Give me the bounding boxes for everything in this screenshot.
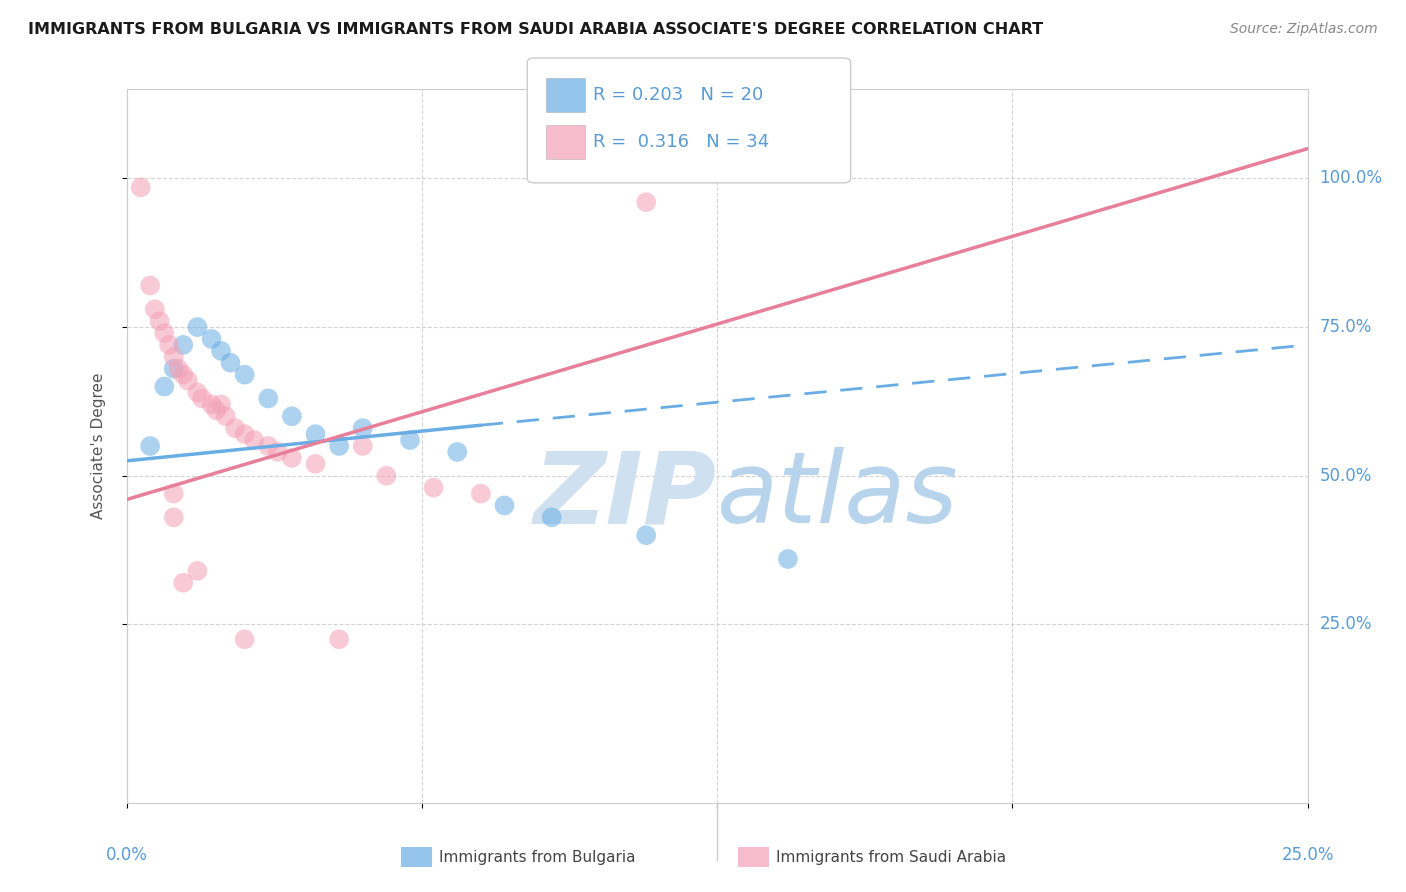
Point (209, 397, 232, 411)
Point (257, 392, 280, 406)
Point (352, 421, 374, 435)
Text: Immigrants from Saudi Arabia: Immigrants from Saudi Arabia (776, 850, 1007, 864)
Point (470, 486, 492, 500)
Point (177, 374, 200, 388)
Point (446, 445, 468, 459)
Point (205, 403, 228, 417)
Point (157, 338, 180, 352)
Point (304, 427, 326, 442)
Point (209, 343, 232, 358)
Point (167, 361, 190, 376)
Text: 75.0%: 75.0% (1319, 318, 1372, 336)
Point (153, 326, 176, 340)
Point (328, 439, 350, 453)
Text: 0.0%: 0.0% (105, 846, 148, 863)
Text: R =  0.316   N = 34: R = 0.316 N = 34 (593, 133, 769, 151)
Point (200, 332, 222, 346)
Point (375, 468, 398, 483)
Point (163, 486, 186, 500)
Point (172, 338, 194, 352)
Point (163, 510, 186, 524)
Text: IMMIGRANTS FROM BULGARIA VS IMMIGRANTS FROM SAUDI ARABIA ASSOCIATE'S DEGREE CORR: IMMIGRANTS FROM BULGARIA VS IMMIGRANTS F… (28, 22, 1043, 37)
Point (494, 499, 516, 513)
Point (233, 427, 256, 442)
Point (172, 575, 194, 590)
Point (186, 564, 208, 578)
Text: Immigrants from Bulgaria: Immigrants from Bulgaria (439, 850, 636, 864)
Text: atlas: atlas (717, 448, 959, 544)
Point (215, 409, 238, 424)
Point (153, 379, 176, 393)
Point (163, 350, 186, 364)
Point (139, 278, 162, 293)
Text: 50.0%: 50.0% (1319, 467, 1372, 484)
Point (540, 510, 562, 524)
Point (224, 421, 246, 435)
Point (219, 356, 242, 370)
Point (186, 320, 208, 334)
Text: ZIP: ZIP (534, 448, 717, 544)
Point (399, 433, 422, 447)
Point (328, 632, 350, 647)
Point (149, 314, 172, 328)
Point (129, 180, 152, 194)
Point (304, 457, 326, 471)
Text: Source: ZipAtlas.com: Source: ZipAtlas.com (1230, 22, 1378, 37)
Point (352, 439, 374, 453)
Point (233, 368, 256, 382)
Point (243, 433, 266, 447)
Text: 100.0%: 100.0% (1319, 169, 1382, 187)
Y-axis label: Associate's Degree: Associate's Degree (91, 373, 105, 519)
Point (267, 445, 290, 459)
Text: 25.0%: 25.0% (1319, 615, 1372, 633)
Point (776, 552, 799, 566)
Point (172, 368, 194, 382)
Text: 25.0%: 25.0% (1281, 846, 1334, 863)
Point (163, 361, 186, 376)
Point (422, 481, 444, 495)
Point (191, 392, 214, 406)
Point (233, 632, 256, 647)
Point (281, 450, 304, 465)
Point (636, 528, 658, 542)
Point (139, 439, 162, 453)
Point (143, 302, 166, 317)
Point (200, 397, 222, 411)
Text: R = 0.203   N = 20: R = 0.203 N = 20 (593, 86, 763, 103)
Point (186, 385, 208, 400)
Point (636, 195, 658, 210)
Point (257, 439, 280, 453)
Point (281, 409, 304, 424)
